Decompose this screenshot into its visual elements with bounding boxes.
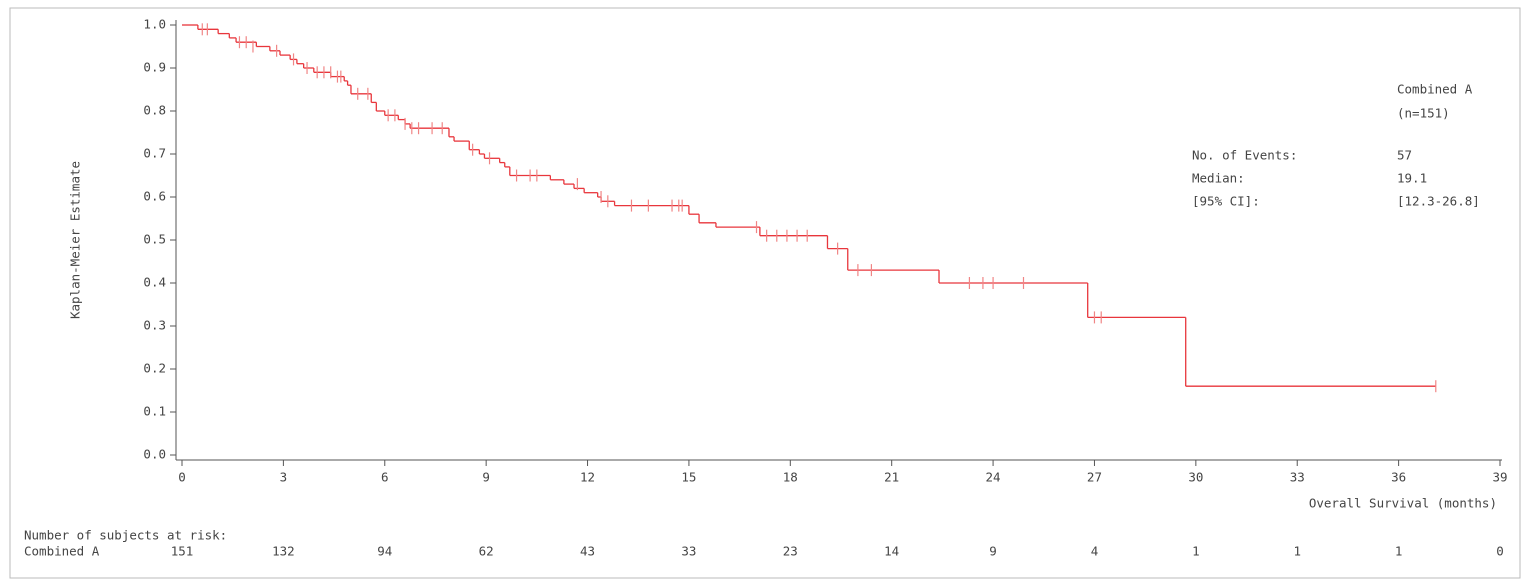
x-tick-label: 36 (1391, 470, 1406, 485)
frame (9, 7, 1521, 579)
x-tick-label: 18 (783, 470, 798, 485)
y-tick-label: 0.2 (143, 361, 166, 376)
risk-count: 0 (1496, 544, 1504, 559)
x-tick-label: 21 (884, 470, 899, 485)
x-tick-label: 6 (381, 470, 389, 485)
risk-count: 62 (479, 544, 494, 559)
x-tick-label: 15 (681, 470, 696, 485)
risk-count: 4 (1091, 544, 1099, 559)
y-tick-label: 0.1 (143, 404, 166, 419)
x-tick-label: 24 (986, 470, 1001, 485)
y-tick-label: 0.5 (143, 232, 166, 247)
y-tick-label: 0.6 (143, 189, 166, 204)
risk-group: Combined A (24, 544, 100, 559)
stat-value: 57 (1397, 148, 1412, 163)
x-tick-label: 39 (1492, 470, 1507, 485)
risk-count: 132 (272, 544, 295, 559)
y-tick-label: 0.8 (143, 103, 166, 118)
y-tick-label: 0.9 (143, 60, 166, 75)
x-axis-label: Overall Survival (months) (1309, 496, 1497, 511)
risk-count: 9 (989, 544, 997, 559)
x-tick-label: 30 (1188, 470, 1203, 485)
risk-count: 43 (580, 544, 595, 559)
legend-title: Combined A (1397, 82, 1473, 97)
risk-count: 14 (884, 544, 899, 559)
risk-count: 33 (681, 544, 696, 559)
risk-count: 94 (377, 544, 392, 559)
x-tick-label: 0 (178, 470, 186, 485)
stat-value: 19.1 (1397, 171, 1427, 186)
x-tick-label: 9 (482, 470, 490, 485)
x-tick-label: 12 (580, 470, 595, 485)
legend-n: (n=151) (1397, 106, 1450, 121)
stat-label: Median: (1192, 171, 1245, 186)
stat-label: [95% CI]: (1192, 194, 1260, 209)
risk-title: Number of subjects at risk: (24, 528, 227, 543)
risk-count: 23 (783, 544, 798, 559)
y-tick-label: 0.4 (143, 275, 166, 290)
stat-label: No. of Events: (1192, 148, 1297, 163)
risk-count: 1 (1395, 544, 1403, 559)
y-tick-label: 0.7 (143, 146, 166, 161)
y-tick-label: 0.0 (143, 447, 166, 462)
x-tick-label: 3 (280, 470, 288, 485)
y-tick-label: 0.3 (143, 318, 166, 333)
x-tick-label: 27 (1087, 470, 1102, 485)
risk-count: 1 (1293, 544, 1301, 559)
risk-count: 151 (171, 544, 194, 559)
y-axis-label: Kaplan-Meier Estimate (68, 161, 83, 319)
risk-count: 1 (1192, 544, 1200, 559)
x-tick-label: 33 (1290, 470, 1305, 485)
y-tick-label: 1.0 (143, 17, 166, 32)
stat-value: [12.3-26.8] (1397, 194, 1480, 209)
